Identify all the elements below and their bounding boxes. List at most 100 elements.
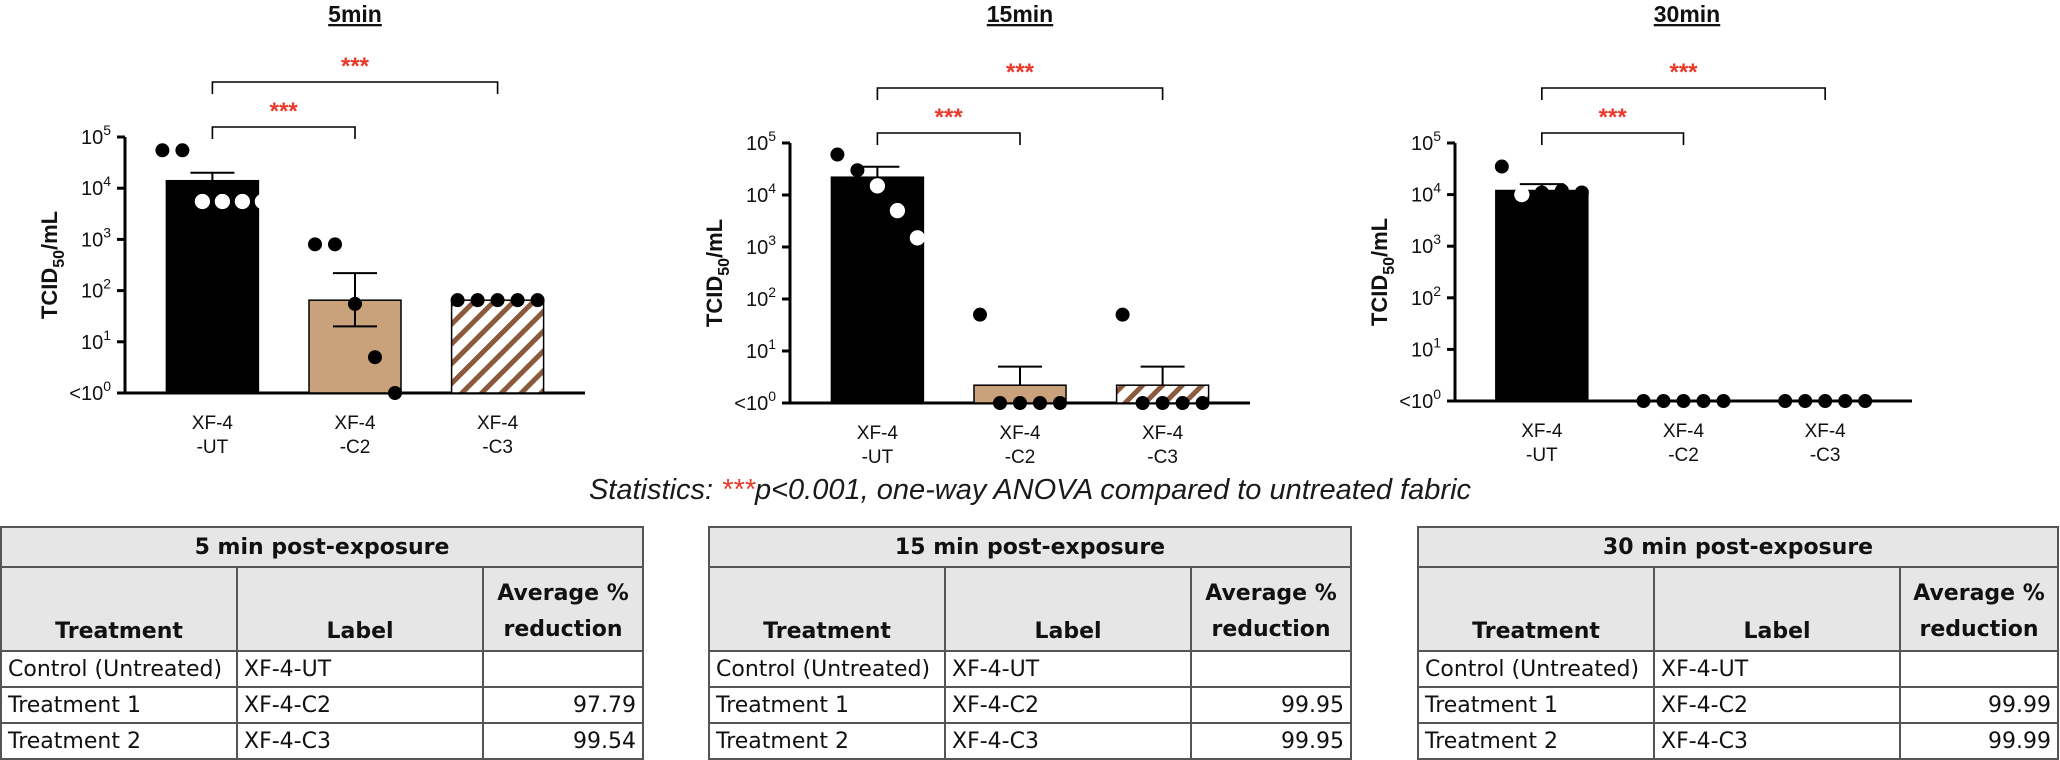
- y-tick-label: 105: [746, 128, 776, 155]
- cell-treatment: Treatment 1: [708, 686, 946, 724]
- tick-exponent: 3: [768, 232, 776, 248]
- y-tick-label: <100: [69, 378, 111, 405]
- data-point: [1053, 396, 1067, 410]
- cell-treatment: Control (Untreated): [1417, 650, 1655, 688]
- tick-base: 10: [81, 178, 103, 200]
- data-point: [1818, 394, 1833, 408]
- data-point-outline: [234, 193, 250, 209]
- bar-0: [830, 176, 925, 404]
- x-tick-label: -C3: [1810, 445, 1841, 466]
- data-point-outline: [194, 193, 210, 209]
- data-point: [1534, 185, 1549, 200]
- table-row: Control (Untreated) XF-4-UT: [1417, 650, 2060, 688]
- tick-base: 10: [81, 127, 103, 149]
- chart-title: 5min: [328, 1, 382, 27]
- tick-base: 10: [81, 229, 103, 251]
- bar-0: [1495, 189, 1589, 402]
- data-point-outline: [909, 230, 925, 246]
- data-point: [973, 307, 987, 322]
- x-tick-label: -UT: [197, 437, 229, 458]
- header-average-reduction: Average % reduction: [1189, 566, 1353, 652]
- tick-base: 10: [1411, 288, 1433, 310]
- header-average-reduction: Average % reduction: [1898, 566, 2060, 652]
- table-title: 30 min post-exposure: [1416, 526, 2060, 568]
- data-point: [1778, 394, 1793, 408]
- data-point-outline: [889, 203, 905, 219]
- tick-exponent: 5: [1433, 128, 1441, 144]
- cell-treatment: Control (Untreated): [708, 650, 946, 688]
- data-point: [1574, 185, 1589, 200]
- cell-reduction: 97.79: [481, 686, 645, 724]
- tick-exponent: 2: [768, 284, 776, 300]
- data-point: [1656, 394, 1671, 408]
- significance-bracket: [211, 81, 499, 94]
- y-tick-label: 104: [1411, 180, 1441, 207]
- data-point: [993, 396, 1007, 410]
- x-tick-label: -C3: [482, 437, 513, 458]
- table-row: Treatment 2 XF-4-C3 99.99: [1417, 722, 2060, 760]
- data-point: [1716, 394, 1731, 408]
- data-point-outline: [214, 193, 230, 209]
- data-point: [348, 296, 362, 311]
- x-tick-label: -C2: [1668, 445, 1699, 466]
- y-tick-label: 105: [1411, 128, 1441, 155]
- tick-base: 10: [1411, 339, 1433, 361]
- data-point: [830, 147, 845, 162]
- tick-exponent: 4: [1433, 180, 1441, 196]
- ylabel-part: /mL: [1367, 218, 1392, 257]
- x-tick-label: XF-4: [1142, 423, 1184, 444]
- reduction-table-30min: 30 min post-exposure Treatment Label Ave…: [1416, 526, 2060, 760]
- data-point: [1135, 396, 1150, 410]
- x-tick-label: -UT: [862, 447, 894, 468]
- y-tick-label: 101: [81, 327, 111, 354]
- chart-15min: 15min<100101102103104105TCID50/mLXF-4-UT…: [702, 1, 1250, 468]
- statistics-stars: ***: [721, 474, 755, 506]
- significance-label: ***: [270, 98, 299, 125]
- cell-treatment: Control (Untreated): [0, 650, 238, 688]
- x-tick-label: -C2: [1005, 447, 1036, 468]
- cell-label: XF-4-C2: [236, 686, 484, 724]
- table-title: 5 min post-exposure: [0, 526, 645, 568]
- cell-label: XF-4-UT: [944, 650, 1192, 688]
- tick-base: 10: [1411, 236, 1433, 258]
- data-point-outline: [1514, 187, 1530, 203]
- header-treatment: Treatment: [1417, 566, 1655, 652]
- chart-title: 15min: [987, 1, 1053, 27]
- table-row: Treatment 1 XF-4-C2 97.79: [0, 686, 645, 724]
- cell-treatment: Treatment 2: [0, 722, 238, 760]
- data-point: [1115, 307, 1130, 322]
- x-tick-label: XF-4: [1805, 421, 1847, 442]
- x-tick-label: XF-4: [334, 413, 376, 434]
- tick-base: 10: [1411, 133, 1433, 155]
- significance-bracket: [1541, 87, 1826, 100]
- reduction-table-5min: 5 min post-exposure Treatment Label Aver…: [0, 526, 645, 760]
- tick-exponent: 4: [768, 180, 776, 196]
- tick-exponent: 0: [1433, 386, 1441, 402]
- tick-base: 10: [81, 281, 103, 303]
- ylabel-subscript: 50: [1381, 257, 1398, 275]
- data-point: [368, 350, 382, 365]
- significance-label: ***: [1599, 104, 1628, 131]
- y-axis-label: TCID50/mL: [37, 211, 68, 319]
- statistics-prefix: Statistics:: [588, 474, 714, 506]
- tick-exponent: 2: [1433, 283, 1441, 299]
- cell-label: XF-4-C3: [236, 722, 484, 760]
- header-treatment: Treatment: [708, 566, 946, 652]
- significance-label: ***: [1006, 59, 1035, 86]
- y-tick-label: 104: [81, 173, 111, 200]
- tick-base: <10: [1399, 391, 1433, 413]
- y-tick-label: <100: [734, 388, 776, 415]
- cell-reduction: [481, 650, 645, 688]
- ylabel-part: TCID: [702, 276, 727, 327]
- data-point: [1195, 396, 1210, 410]
- tick-exponent: 1: [768, 336, 776, 352]
- cell-reduction: 99.54: [481, 722, 645, 760]
- tick-base: 10: [746, 237, 768, 259]
- data-point: [388, 386, 402, 400]
- significance-label: ***: [935, 104, 964, 131]
- cell-label: XF-4-C3: [944, 722, 1192, 760]
- tick-exponent: 5: [103, 122, 111, 138]
- data-point: [1676, 394, 1691, 408]
- cell-reduction: [1898, 650, 2060, 688]
- data-point: [1696, 394, 1711, 408]
